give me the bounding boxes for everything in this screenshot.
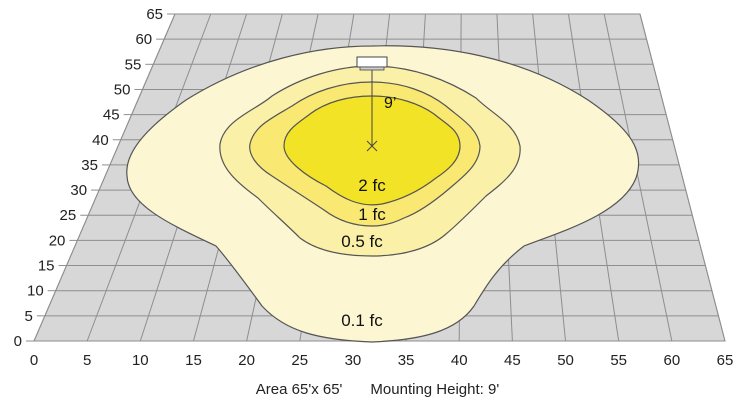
- area-caption: Area 65'x 65': [255, 381, 343, 398]
- y-tick-label: 10: [27, 283, 44, 300]
- x-tick-label: 50: [557, 352, 574, 369]
- caption: Area 65'x 65' Mounting Height: 9': [0, 381, 755, 398]
- grid-line-vertical: [603, 13, 673, 342]
- x-tick-label: 0: [30, 352, 38, 369]
- x-tick-label: 55: [610, 352, 627, 369]
- y-tick-label: 0: [14, 333, 22, 350]
- y-tick-label: 30: [70, 182, 87, 199]
- x-tick-label: 5: [83, 352, 91, 369]
- x-tick-label: 40: [451, 352, 468, 369]
- x-tick-label: 20: [238, 352, 255, 369]
- contour-label-2fc: 2 fc: [358, 176, 386, 195]
- y-tick-label: 25: [60, 207, 77, 224]
- y-tick-label: 15: [38, 258, 55, 275]
- fixture-icon: [356, 56, 388, 71]
- x-tick-label: 60: [664, 352, 681, 369]
- mounting-height-label: 9’: [384, 95, 396, 112]
- y-tick-label: 5: [25, 308, 33, 325]
- contour-label-0.5fc: 0.5 fc: [341, 232, 383, 251]
- y-tick-label: 40: [92, 132, 109, 149]
- pole-center-mark-2: [366, 140, 378, 152]
- x-axis-ticks: 0 5 10 15 20 25 30 35 40 45 50 55 60 65: [30, 352, 734, 369]
- y-tick-label: 60: [135, 31, 152, 48]
- grid-line-vertical: [639, 13, 726, 342]
- x-tick-label: 15: [185, 352, 202, 369]
- mounting-height-caption: Mounting Height: 9': [370, 381, 500, 398]
- y-tick-label: 50: [114, 81, 131, 98]
- y-tick-label: 35: [81, 157, 98, 174]
- contour-2fc: [283, 95, 461, 206]
- y-tick-label: 20: [49, 232, 66, 249]
- y-tick-label: 45: [103, 107, 120, 124]
- grid-line-vertical: [33, 13, 176, 342]
- y-tick-label: 65: [146, 6, 163, 23]
- x-tick-label: 25: [291, 352, 308, 369]
- y-tick-label: 55: [125, 56, 142, 73]
- x-tick-label: 45: [504, 352, 521, 369]
- contour-label-0.1fc: 0.1 fc: [341, 311, 383, 330]
- y-axis-ticks: 05 10 15 20 25 30 35 40 45 50 55 60 65: [14, 6, 175, 350]
- x-tick-label: 10: [132, 352, 149, 369]
- contour-label-1fc: 1 fc: [358, 205, 386, 224]
- x-tick-label: 35: [398, 352, 415, 369]
- x-tick-label: 65: [717, 352, 734, 369]
- x-tick-label: 30: [345, 352, 362, 369]
